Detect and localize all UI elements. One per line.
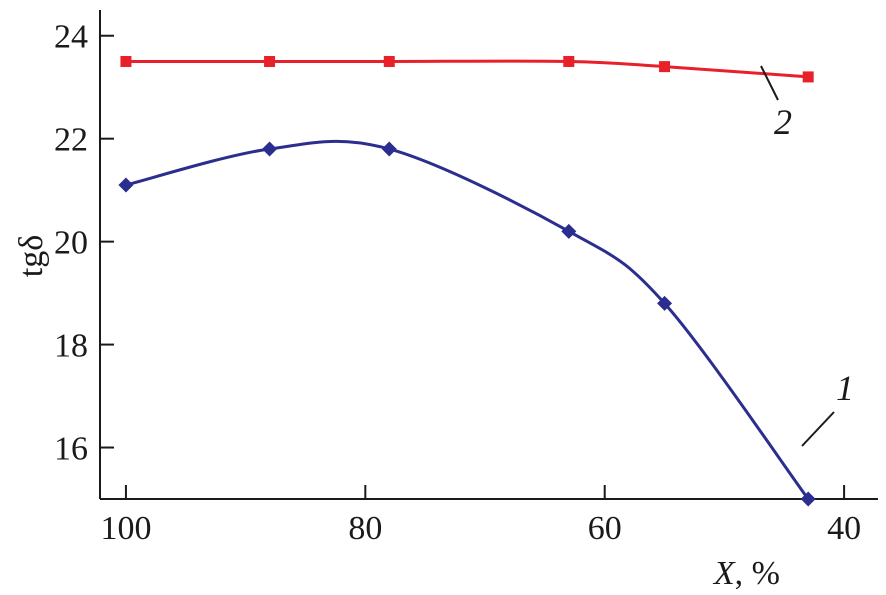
axes: [99, 10, 878, 500]
series-2-point: [563, 55, 575, 67]
series-2-point: [264, 55, 276, 67]
series-1: [118, 139, 816, 507]
y-tick-label: 24: [54, 19, 88, 56]
series-group: [118, 55, 816, 507]
x-tick-label: 40: [827, 510, 861, 547]
series-2-point: [383, 55, 395, 67]
y-tick-label: 20: [54, 225, 88, 262]
series-1-point: [561, 223, 577, 239]
x-tick-label: 100: [100, 510, 151, 547]
series-2-line: [125, 59, 809, 79]
series-2: [120, 55, 814, 83]
series-1-callout-line: [801, 411, 835, 447]
series-1-callout: 1: [801, 368, 854, 447]
x-tick-label: 60: [588, 510, 622, 547]
y-tick-label: 16: [54, 431, 88, 468]
series-1-label: 1: [836, 368, 854, 408]
ticks: 16 18 20 22 24 100 80 60 40: [54, 19, 861, 547]
y-tick-label: 22: [54, 122, 88, 159]
series-1-point: [118, 177, 134, 193]
x-tick-label: 80: [348, 510, 382, 547]
series-2-callout: 2: [760, 65, 792, 142]
series-2-point: [802, 71, 814, 83]
series-1-line: [125, 139, 810, 500]
series-2-callout-line: [760, 65, 779, 101]
series-1-point: [262, 141, 278, 157]
y-axis-label: tgδ: [13, 235, 50, 277]
series-1-point: [800, 491, 816, 507]
series-1-point: [381, 141, 397, 157]
x-axis-label: X, %: [712, 555, 780, 592]
series-2-label: 2: [774, 102, 792, 142]
series-2-point: [659, 61, 671, 73]
series-1-point: [657, 295, 673, 311]
series-callouts: 12: [760, 65, 854, 447]
series-2-point: [120, 55, 132, 67]
y-tick-label: 18: [54, 328, 88, 365]
